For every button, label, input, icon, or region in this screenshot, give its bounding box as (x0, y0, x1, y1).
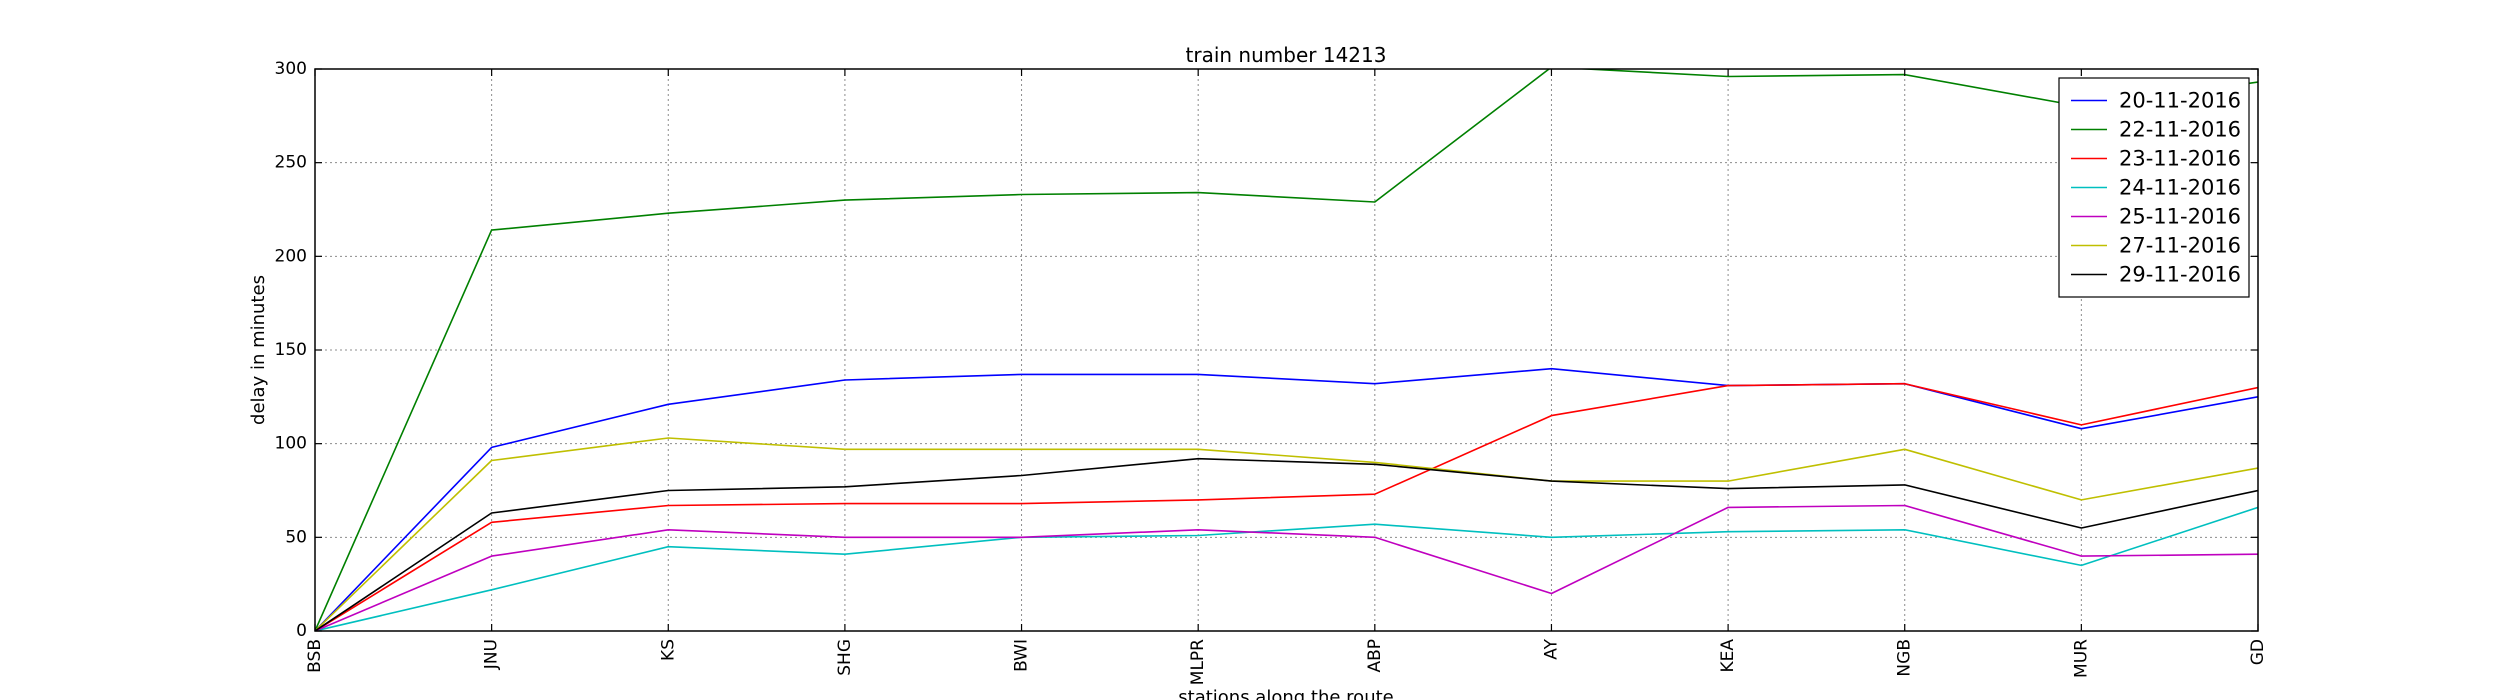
x-tick-label: MLPR (1188, 639, 1208, 685)
legend-label: 23-11-2016 (2119, 147, 2241, 171)
x-tick-label: NGB (1895, 639, 1915, 677)
legend-label: 22-11-2016 (2119, 118, 2241, 142)
y-tick-label: 300 (275, 59, 307, 79)
x-tick-label: GD (2248, 639, 2268, 665)
series-line-25-11-2016 (315, 504, 2258, 631)
x-tick-label: AY (1541, 638, 1561, 659)
y-tick-label: 50 (285, 527, 307, 547)
x-tick-label: MUR (2071, 639, 2091, 678)
legend-label: 25-11-2016 (2119, 205, 2241, 229)
y-tick-label: 200 (275, 246, 307, 266)
series-line-22-11-2016 (315, 69, 2258, 631)
x-tick-label: ABP (1365, 639, 1385, 673)
legend: 20-11-2016 22-11-2016 23-11-2016 24-11-2016… (2058, 77, 2250, 298)
legend-label: 24-11-2016 (2119, 176, 2241, 200)
x-tick-label: KEA (1718, 639, 1738, 673)
x-axis-ticks: BSB JNU KS SHG BWI MLPR ABP AY KEA NGB MUR GD (305, 69, 2268, 685)
x-tick-label: BWI (1012, 639, 1032, 672)
x-tick-label: SHG (835, 639, 855, 676)
legend-label: 20-11-2016 (2119, 89, 2241, 113)
series-line-27-11-2016 (315, 437, 2258, 631)
series-line-24-11-2016 (315, 506, 2258, 631)
y-tick-label: 100 (275, 434, 307, 454)
x-tick-label: JNU (482, 639, 502, 670)
legend-label: 29-11-2016 (2119, 263, 2241, 287)
y-axis-title: delay in minutes (248, 275, 269, 425)
x-axis-title: stations along the route (1178, 687, 1393, 700)
series-lines (315, 69, 2258, 631)
x-tick-label: KS (658, 639, 678, 661)
y-axis-ticks: 0 50 100 150 200 250 300 (275, 59, 2258, 641)
x-tick-label: BSB (305, 639, 325, 673)
y-tick-label: 250 (275, 153, 307, 173)
y-tick-label: 0 (296, 621, 307, 641)
series-line-29-11-2016 (315, 457, 2258, 631)
grid (315, 69, 2258, 631)
legend-label: 27-11-2016 (2119, 234, 2241, 258)
series-line-23-11-2016 (315, 382, 2258, 631)
y-tick-label: 150 (275, 340, 307, 360)
chart-title: train number 14213 (1186, 43, 1387, 67)
